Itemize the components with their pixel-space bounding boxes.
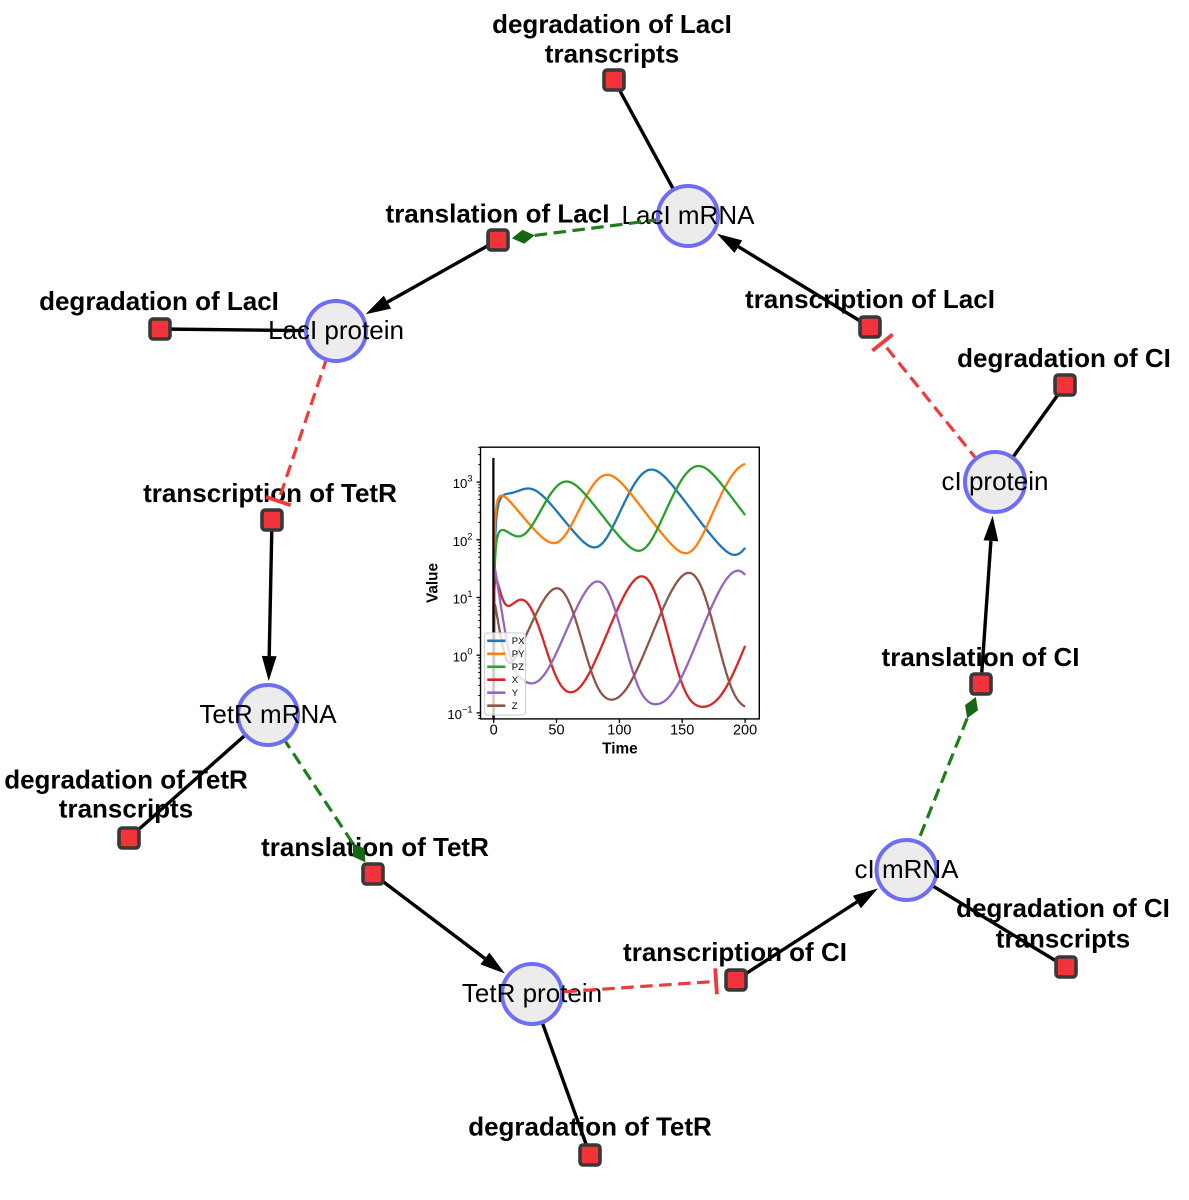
svg-text:0: 0 [490, 723, 498, 739]
svg-text:degradation of LacI: degradation of LacI [39, 286, 279, 316]
svg-text:200: 200 [733, 723, 757, 739]
svg-text:PY: PY [512, 649, 525, 660]
svg-text:transcription of CI: transcription of CI [623, 937, 847, 967]
svg-text:50: 50 [548, 723, 564, 739]
svg-text:150: 150 [670, 723, 694, 739]
svg-text:degradation of TetR: degradation of TetR [468, 1112, 712, 1142]
svg-text:PX: PX [512, 636, 525, 647]
svg-text:translation of LacI: translation of LacI [386, 199, 610, 229]
svg-text:translation of TetR: translation of TetR [261, 832, 489, 862]
svg-text:100: 100 [607, 723, 631, 739]
svg-text:degradation of CI: degradation of CI [956, 893, 1170, 923]
svg-text:PZ: PZ [512, 662, 524, 673]
svg-text:Y: Y [512, 688, 519, 699]
svg-text:degradation of LacI: degradation of LacI [492, 9, 732, 39]
svg-text:degradation of CI: degradation of CI [957, 343, 1171, 373]
svg-text:LacI mRNA: LacI mRNA [622, 200, 756, 230]
svg-text:cI protein: cI protein [942, 466, 1049, 496]
svg-text:transcription of LacI: transcription of LacI [745, 284, 995, 314]
svg-text:cI mRNA: cI mRNA [855, 854, 960, 884]
svg-text:X: X [512, 675, 519, 686]
svg-text:transcripts: transcripts [545, 39, 679, 69]
svg-text:transcripts: transcripts [59, 794, 193, 824]
svg-text:Z: Z [512, 701, 518, 712]
svg-text:transcription of TetR: transcription of TetR [143, 478, 397, 508]
svg-text:TetR mRNA: TetR mRNA [199, 699, 337, 729]
svg-text:degradation of TetR: degradation of TetR [4, 765, 248, 795]
svg-text:TetR protein: TetR protein [462, 978, 602, 1008]
svg-text:Value: Value [425, 563, 442, 603]
svg-text:Time: Time [602, 741, 637, 758]
